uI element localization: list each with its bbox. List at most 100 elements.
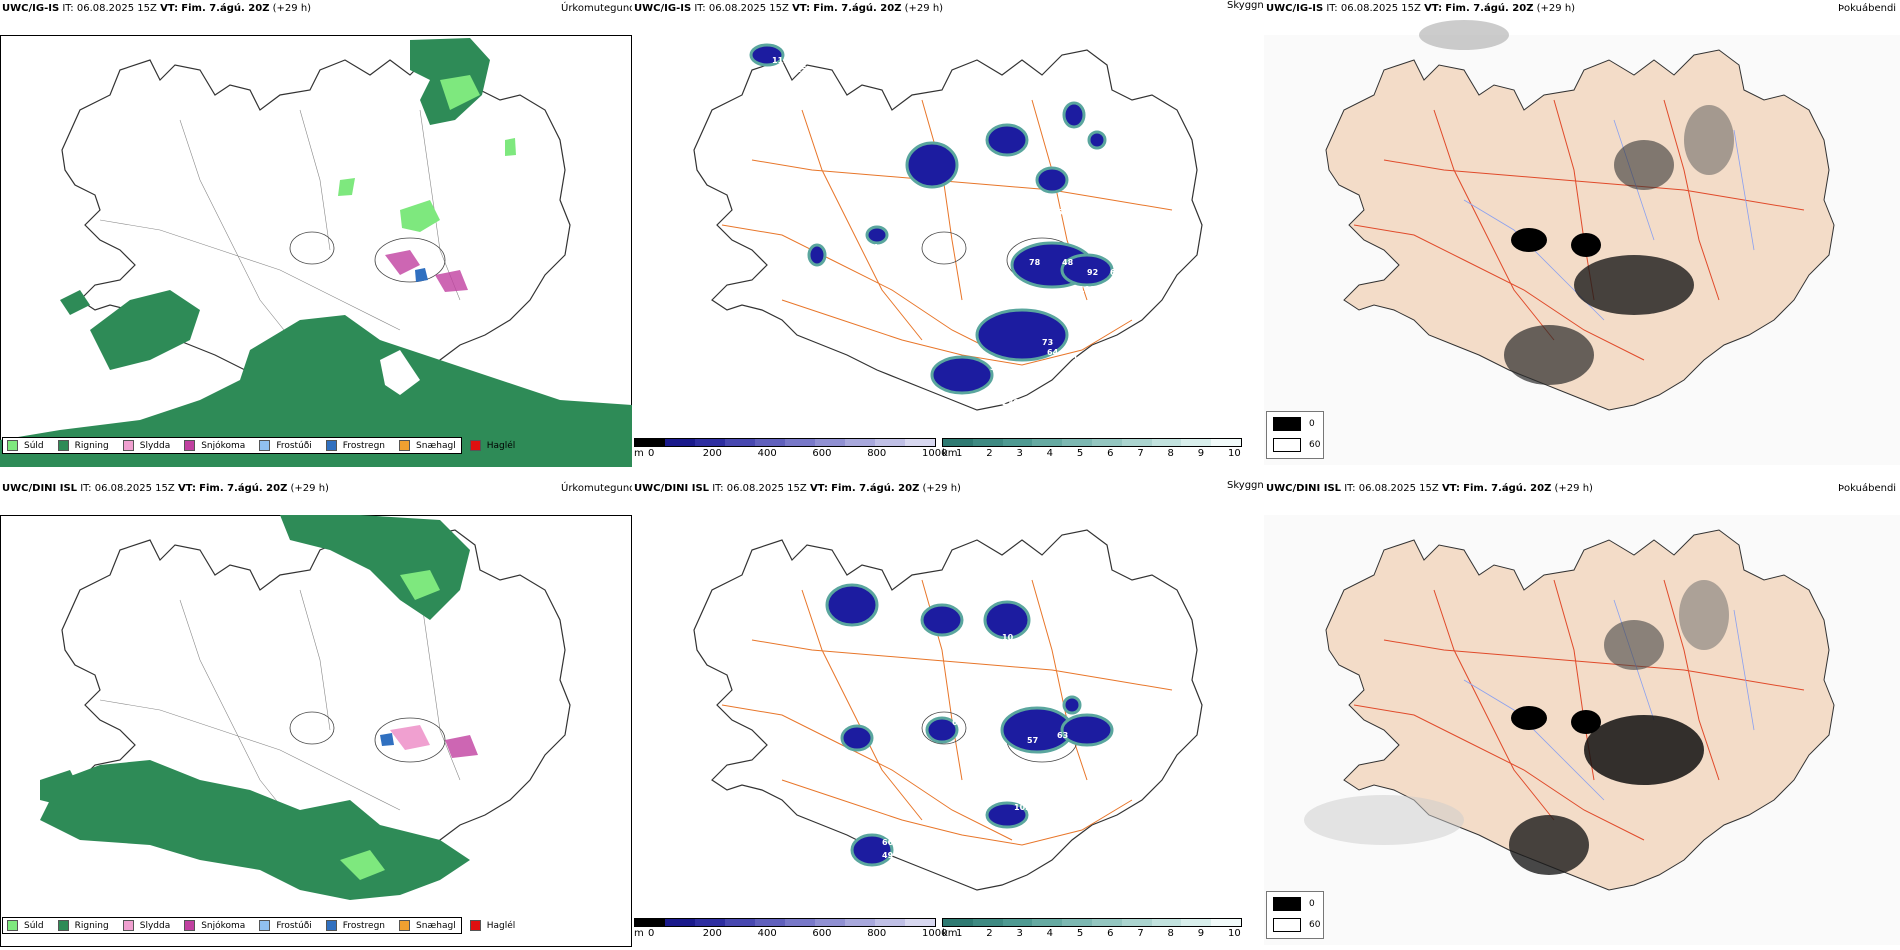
colorbar-tick-label: 9 — [1197, 928, 1205, 939]
precip-legend-label: Frostúði — [276, 920, 312, 931]
colorbar-tick-label: 3 — [1016, 448, 1023, 459]
precip-legend-label: Súld — [24, 440, 44, 451]
colorbar-tick-label: 2 — [986, 928, 993, 939]
fog-index-map — [1264, 515, 1900, 945]
visibility-value-label: 63 — [1057, 731, 1068, 740]
colorbar-tick-label: 6 — [1107, 448, 1114, 459]
fog-index-map — [1264, 20, 1900, 465]
precip-legend-item: Frostúði — [259, 440, 312, 451]
colorbar-tick-label: 400 — [757, 928, 777, 939]
colorbar-tick-label: 4 — [1046, 448, 1054, 459]
visibility-value-label: 49 — [1087, 318, 1099, 327]
visibility-value-label: 52 — [1057, 208, 1068, 217]
panel-title: UWC/IG-IS IT: 06.08.2025 15Z VT: Fim. 7.… — [1266, 3, 1576, 14]
fog-swatch — [1273, 417, 1301, 431]
precip-legend-swatch — [325, 920, 337, 931]
rain-area-north — [410, 38, 490, 125]
colorbar-tick-label: 0 — [648, 928, 655, 939]
precip-legend-swatch — [184, 920, 196, 931]
precip-legend-item: Frostúði — [259, 920, 312, 931]
cloud-panel-row2: UWC/DINI ISL IT: 06.08.2025 15Z VT: Fim.… — [1264, 480, 1900, 950]
colorbar-tick-label: 1000 — [922, 928, 948, 939]
precip-legend-item: Rigning — [57, 920, 109, 931]
visibility-map: 95 63 73 57 63 84 58 89 10 102 44 49 80 75 66 90 — [632, 480, 1264, 920]
precip-legend-swatch — [469, 440, 481, 451]
precip-legend-item: Haglél — [469, 920, 515, 931]
fog-dark-areas — [1419, 20, 1734, 385]
cloud-panel-row1: UWC/IG-IS IT: 06.08.2025 15Z VT: Fim. 7.… — [1264, 0, 1900, 470]
visibility-value-label: 62 — [1164, 141, 1175, 150]
colorbar-tick-label: 7 — [1137, 448, 1144, 459]
precip-legend-swatch — [399, 440, 411, 451]
visibility-value-label: 14 — [867, 243, 879, 252]
rain-area-west — [60, 290, 200, 370]
rain-area-south — [0, 315, 632, 467]
colorbar-tick-label: 5 — [1076, 928, 1084, 939]
precip-legend-item: Súld — [7, 920, 44, 931]
precip-legend-swatch — [325, 440, 337, 451]
precip-legend-label: Frostúði — [276, 440, 312, 451]
rain-area-north — [280, 515, 470, 620]
colorbar-unit: m — [634, 448, 644, 459]
visibility-value-label: 80 — [877, 866, 889, 875]
vis-panel-row1: UWC/IG-IS IT: 06.08.2025 15Z VT: Fim. 7.… — [632, 0, 1264, 470]
visibility-value-label: 44 — [1044, 793, 1056, 802]
visibility-value-label: 51 — [1067, 353, 1079, 362]
colorbar-tick-label: 9 — [1197, 448, 1205, 459]
visibility-value-label: 95 — [1097, 603, 1109, 612]
colorbar-tick-label: 600 — [812, 448, 832, 459]
visibility-value-label: 84 — [1087, 751, 1099, 760]
colorbar-tick-label: 2 — [986, 448, 993, 459]
snow-area — [380, 725, 478, 758]
visibility-value-label: 52 — [1027, 378, 1038, 387]
visibility-value-label: 58 — [1122, 741, 1134, 750]
precip-legend-item: Slydda — [122, 440, 170, 451]
precip-legend-item: Slydda — [122, 920, 171, 931]
precip-legend-swatch — [57, 440, 69, 451]
fog-legend-value: 60 — [1309, 440, 1321, 450]
fog-legend-value: 0 — [1309, 899, 1315, 909]
visibility-value-label: 236 — [1002, 398, 1019, 407]
colorbar-tick-label: 7 — [1137, 928, 1144, 939]
low-visibility-areas — [749, 43, 1114, 395]
visibility-value-label: 167 — [822, 35, 839, 44]
precip-legend-swatch — [259, 440, 271, 451]
colorbar-unit: km — [942, 448, 958, 459]
colorbar-tick-label: 800 — [867, 928, 887, 939]
cloud-panel-label: Þokuábendi — [1838, 483, 1897, 494]
vis-panel-label: Skyggni — [1227, 0, 1264, 11]
snow-area — [385, 250, 468, 292]
precip-map — [40, 515, 632, 900]
fog-legend: 0 60 — [1266, 411, 1324, 459]
vis-panel-label: Skyggni — [1227, 480, 1264, 491]
colorbar-tick-label: 8 — [1167, 928, 1174, 939]
colorbar-tick-label: 5 — [1076, 448, 1084, 459]
precip-legend-item: Snæhagl — [399, 440, 456, 451]
precip-map — [0, 38, 632, 467]
terrain-colorbar — [634, 438, 936, 447]
colorbar-tick-label: 6 — [1107, 928, 1114, 939]
precip-panel-label: Úrkomutegund — [561, 483, 632, 494]
visibility-value-label: 102 — [1014, 803, 1031, 812]
precip-legend-label: Súld — [24, 920, 44, 931]
low-visibility-areas — [825, 583, 1114, 867]
precip-legend-swatch — [7, 440, 18, 451]
visibility-value-label: 66 — [882, 838, 894, 847]
rain-area-south — [40, 760, 470, 900]
colorbar-tick-label: 1 — [956, 928, 963, 939]
fog-legend-value: 60 — [1309, 920, 1321, 930]
precip-legend-label: Snæhagl — [416, 440, 456, 451]
panel-title: UWC/DINI ISL IT: 06.08.2025 15Z VT: Fim.… — [1266, 483, 1593, 494]
colorbar-tick-label: 0 — [648, 448, 655, 459]
terrain-colorbar — [634, 918, 936, 927]
colorbar-tick-label: 10 — [1228, 928, 1241, 939]
precip-legend-label: Haglél — [486, 440, 516, 451]
visibility-value-label: 72 — [967, 171, 978, 180]
colorbar-unit: km — [942, 928, 958, 939]
visibility-value-label: 78 — [1029, 258, 1041, 267]
precip-legend-label: Rigning — [74, 440, 109, 451]
precip-legend-label: Slydda — [139, 920, 171, 931]
visibility-value-label: 38 — [1029, 198, 1041, 207]
panel-title: UWC/IG-IS IT: 06.08.2025 15Z VT: Fim. 7.… — [634, 3, 944, 14]
